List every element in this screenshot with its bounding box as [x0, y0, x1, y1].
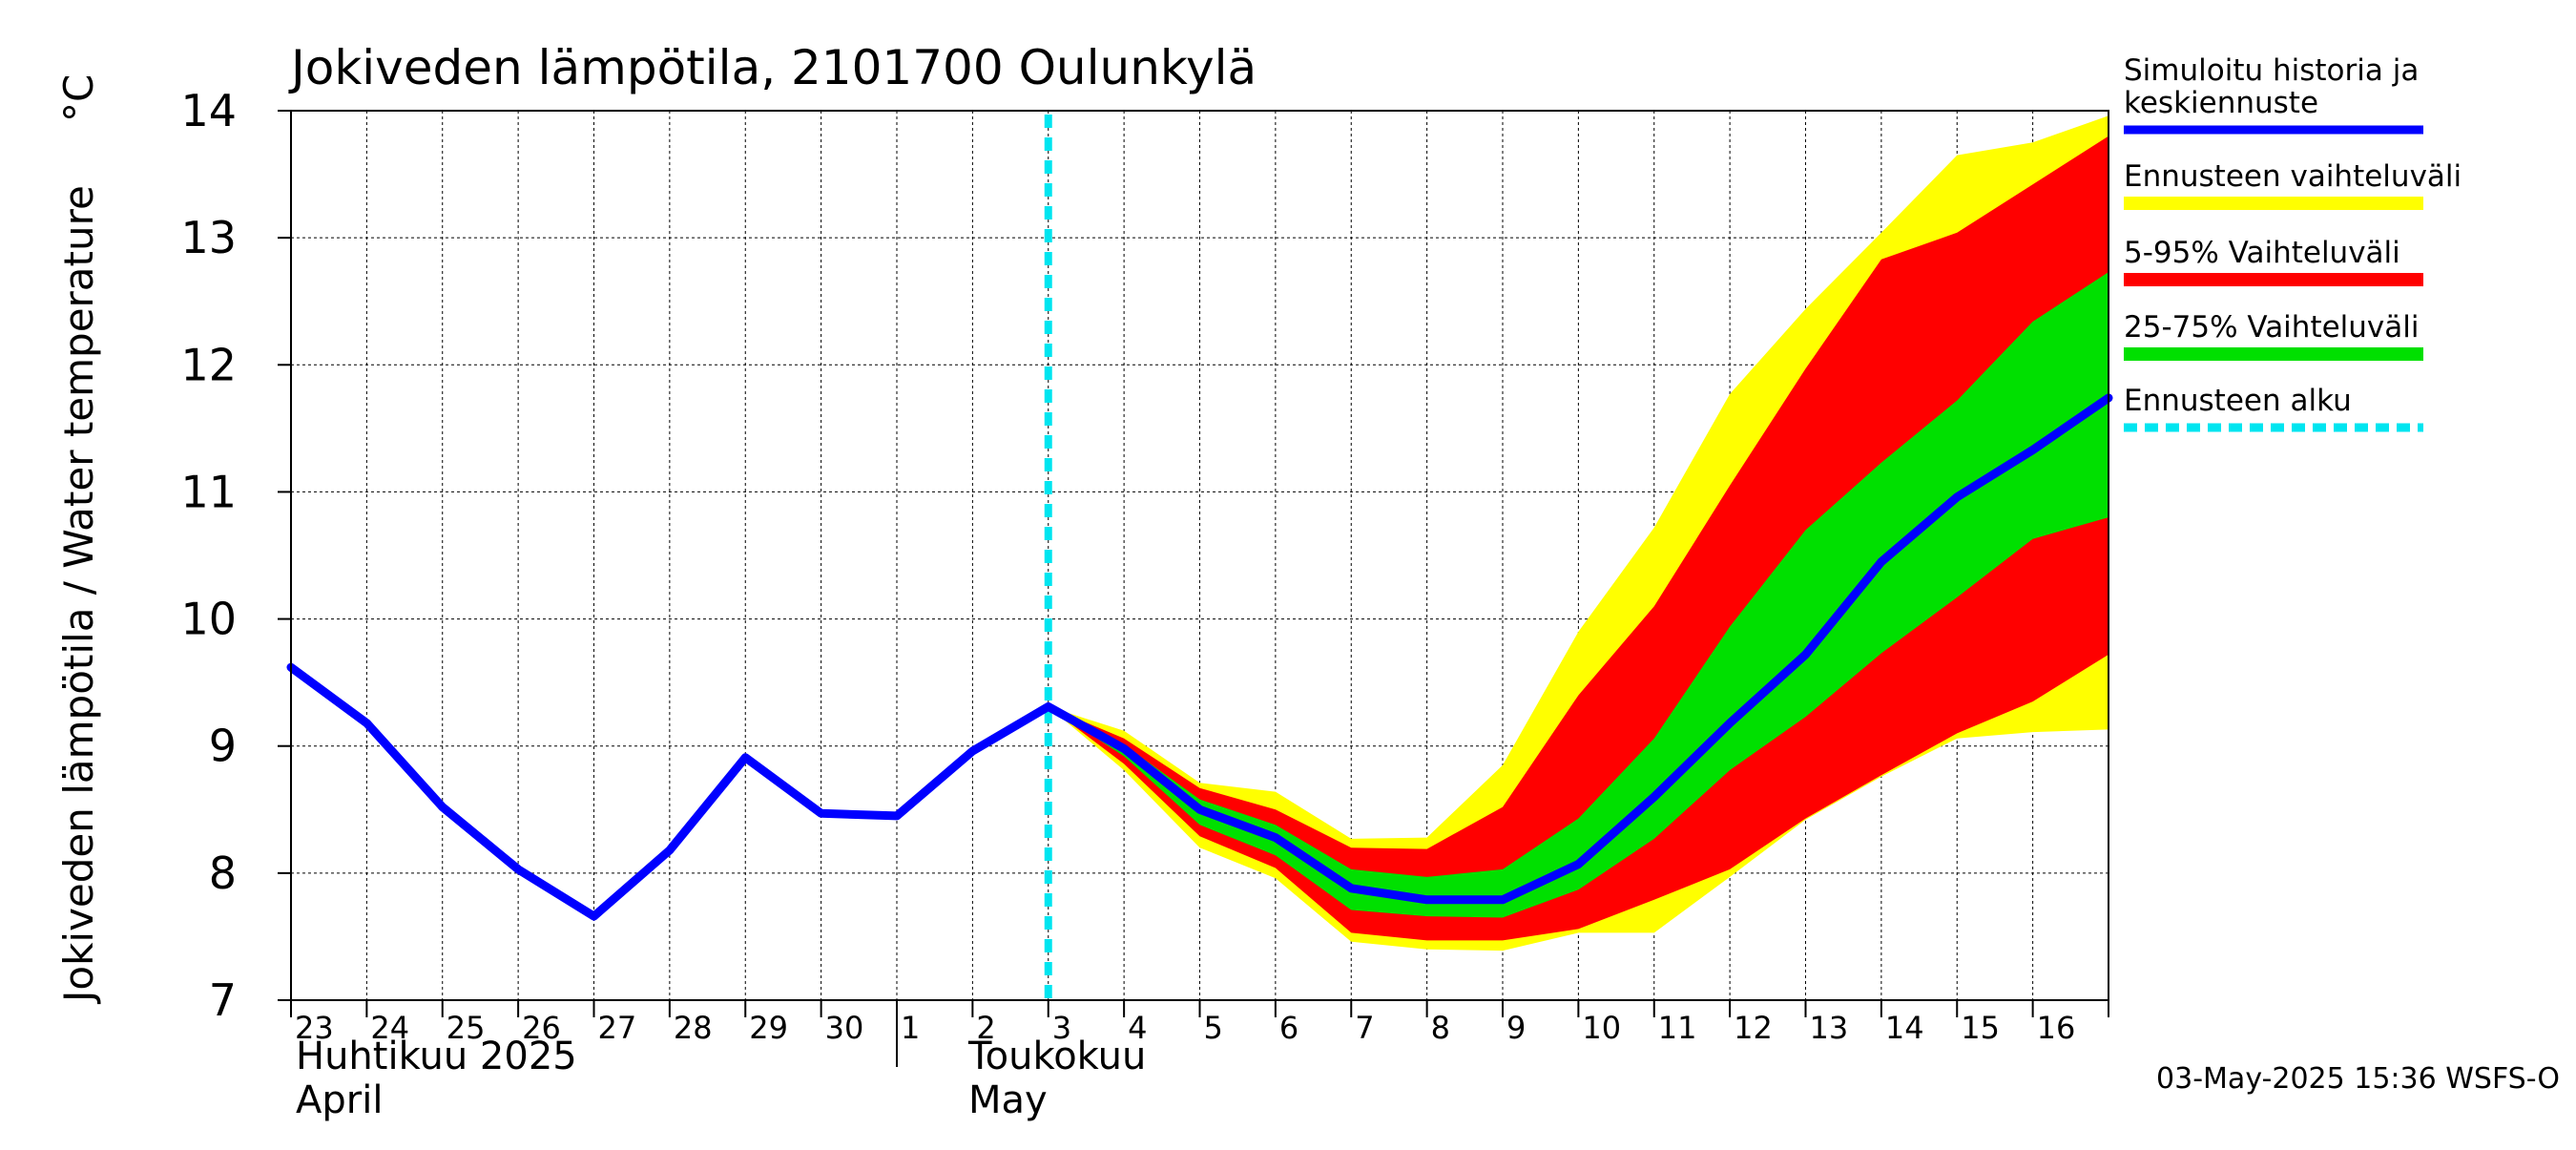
x-tick-label: 27: [598, 1010, 637, 1046]
x-tick-label: 4: [1128, 1010, 1147, 1046]
y-tick-label: 10: [180, 594, 237, 645]
y-tick-label: 7: [209, 974, 237, 1026]
y-tick-label: 14: [180, 85, 237, 136]
x-tick-label: 9: [1506, 1010, 1526, 1046]
x-tick-label: 3: [1052, 1010, 1071, 1046]
series-lines: [286, 115, 2113, 1000]
series-line-simulated: [286, 393, 2113, 921]
x-axis-ticks: 23 24 25 26 27 28 29 30 1 2 3 4 5 6 7 8 9 10 11 12 13 14 15 16: [290, 1000, 2109, 1067]
month-label-en: April: [296, 1078, 383, 1122]
legend-label: Ennusteen alku: [2124, 384, 2352, 418]
chart-title: Jokiveden lämpötila, 2101700 Oulunkylä: [288, 40, 1257, 95]
x-tick-label: 30: [825, 1010, 864, 1046]
x-tick-label: 6: [1279, 1010, 1298, 1046]
legend-label: 25-75% Vaihteluväli: [2124, 310, 2420, 345]
y-tick-label: 12: [180, 339, 237, 390]
legend-label: keskiennuste: [2124, 86, 2318, 120]
legend-label: Simuloitu historia ja: [2124, 53, 2419, 88]
footer-timestamp: 03-May-2025 15:36 WSFS-O: [2156, 1062, 2560, 1096]
y-axis-label: Jokiveden lämpötila / Water temperature: [55, 185, 102, 1005]
x-tick-label: 26: [522, 1010, 561, 1046]
y-axis-unit: °C: [55, 74, 102, 122]
month-label-fi: Toukokuu: [967, 1035, 1146, 1078]
x-tick-label: 11: [1658, 1010, 1697, 1046]
x-tick-label: 2: [976, 1010, 995, 1046]
band-25-75: [1048, 272, 2109, 918]
band-5-95: [1048, 136, 2109, 941]
y-tick-label: 13: [180, 212, 237, 263]
legend-label: Ennusteen vaihteluväli: [2124, 159, 2462, 194]
y-tick-label: 8: [209, 847, 237, 899]
forecast-bands: [1048, 115, 2109, 951]
x-tick-label: 15: [1961, 1010, 2000, 1046]
x-tick-label: 8: [1431, 1010, 1450, 1046]
x-tick-label: 16: [2037, 1010, 2076, 1046]
y-tick-label: 9: [209, 721, 237, 772]
x-tick-label: 23: [295, 1010, 334, 1046]
x-tick-label: 28: [674, 1010, 713, 1046]
x-tick-label: 29: [749, 1010, 788, 1046]
y-axis-ticks: 7 8 9 10 11 12 13 14: [180, 85, 291, 1026]
x-tick-label: 13: [1810, 1010, 1849, 1046]
x-tick-label: 5: [1204, 1010, 1223, 1046]
x-tick-label: 24: [370, 1010, 409, 1046]
legend-label: 5-95% Vaihteluväli: [2124, 236, 2400, 270]
x-tick-label: 14: [1885, 1010, 1924, 1046]
x-tick-label: 12: [1734, 1010, 1773, 1046]
x-tick-label: 25: [447, 1010, 486, 1046]
x-tick-label: 10: [1582, 1010, 1621, 1046]
x-tick-label: 1: [901, 1010, 920, 1046]
month-label-fi: Huhtikuu 2025: [296, 1035, 577, 1078]
x-tick-label: 7: [1355, 1010, 1374, 1046]
y-tick-label: 11: [180, 466, 237, 517]
month-label-en: May: [968, 1078, 1048, 1122]
